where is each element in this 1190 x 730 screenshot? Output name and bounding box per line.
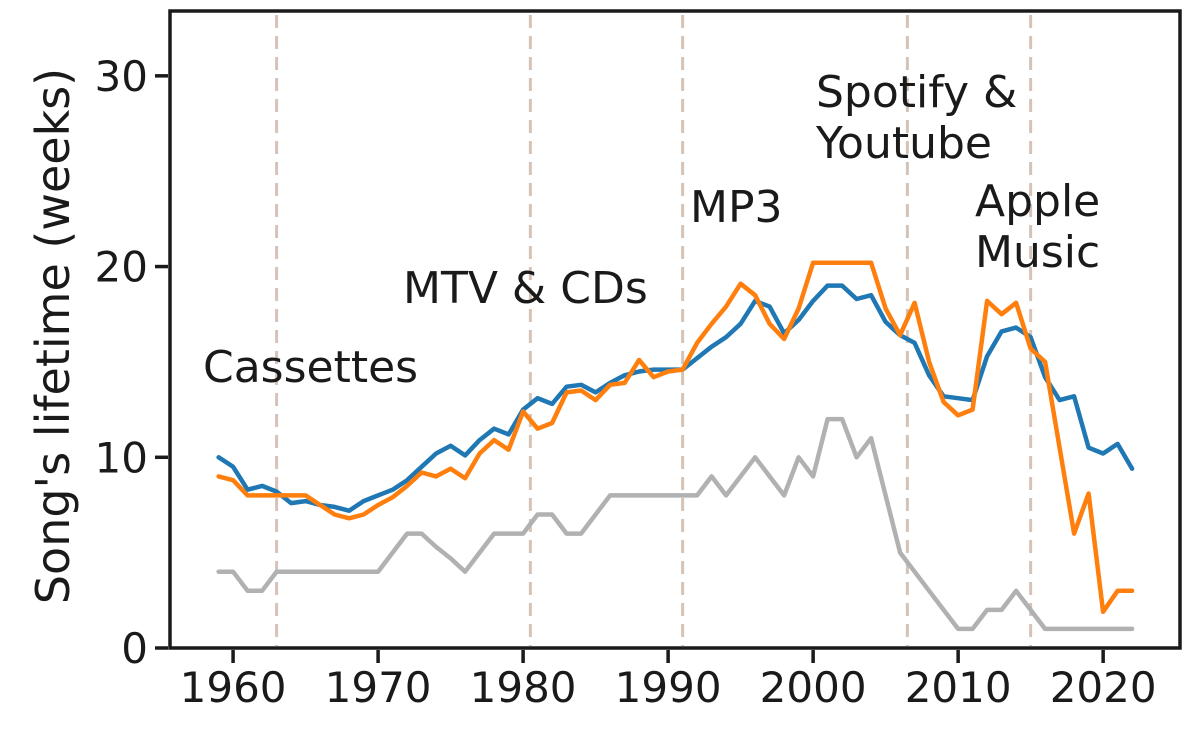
x-tick-label: 1980 [470,663,577,712]
annotation-cassettes: Cassettes [203,342,418,393]
orange-line [216,260,1135,615]
blue-line [216,283,1135,513]
gray-line [216,416,1135,632]
x-tick-label: 1990 [615,663,722,712]
annotation-apple: Apple [975,176,1100,227]
x-tick-label: 2020 [1050,663,1157,712]
annotation-youtube: Youtube [815,118,992,169]
annotation-mp3: MP3 [690,182,783,233]
y-tick-label: 20 [95,243,148,292]
y-tick-label: 30 [95,52,148,101]
x-tick-label: 2010 [905,663,1012,712]
x-tick-label: 2000 [760,663,867,712]
annotation-spotify-: Spotify & [816,67,1017,118]
plot-frame [168,9,1182,650]
annotation-mtv-cds: MTV & CDs [403,263,648,314]
annotation-music: Music [975,227,1100,278]
y-tick-label: 10 [95,433,148,482]
x-tick-label: 1970 [325,663,432,712]
y-tick-label: 0 [121,624,148,673]
x-tick-label: 1960 [180,663,287,712]
